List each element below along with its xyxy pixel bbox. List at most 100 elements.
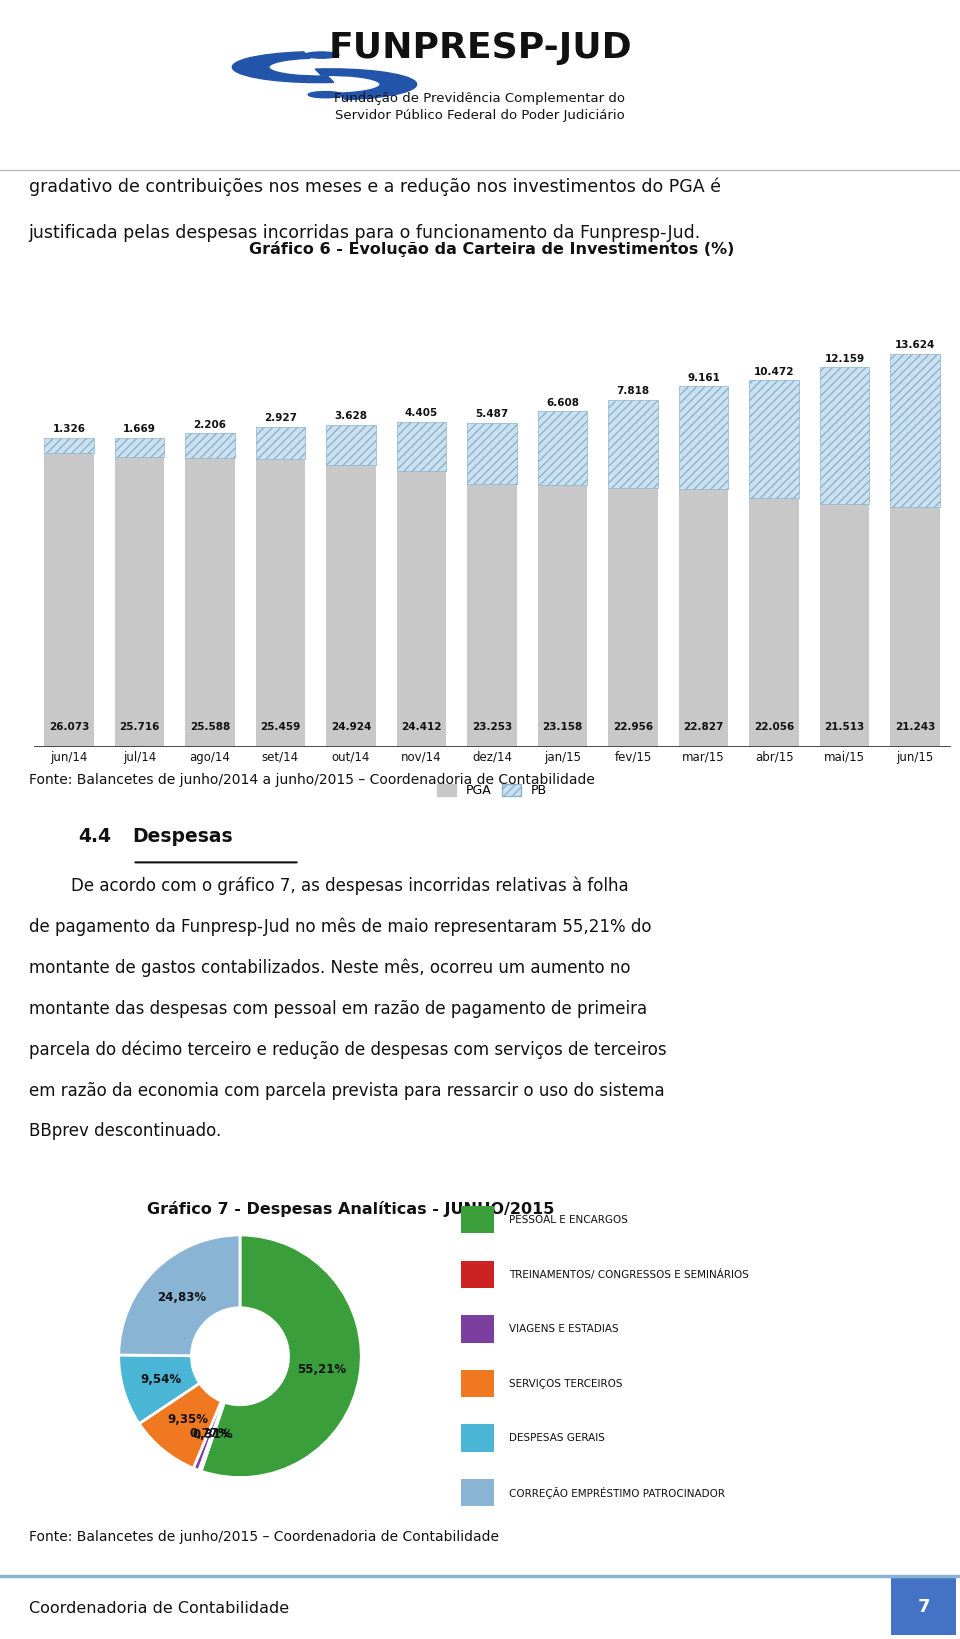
Bar (461, 1370, 494, 1396)
Text: montante das despesas com pessoal em razão de pagamento de primeira: montante das despesas com pessoal em raz… (29, 1000, 647, 1018)
Bar (461, 1424, 494, 1452)
Text: gradativo de contribuições nos meses e a redução nos investimentos do PGA é: gradativo de contribuições nos meses e a… (29, 177, 721, 195)
Circle shape (304, 52, 339, 57)
Bar (461, 1206, 494, 1234)
Text: 21.243: 21.243 (895, 723, 935, 733)
Legend: PGA, PB: PGA, PB (432, 780, 552, 803)
Text: 25.716: 25.716 (119, 723, 159, 733)
Wedge shape (119, 1236, 240, 1355)
Text: parcela do décimo terceiro e redução de despesas com serviços de terceiros: parcela do décimo terceiro e redução de … (29, 1041, 666, 1059)
Text: 22.956: 22.956 (613, 723, 653, 733)
Text: 0,77%: 0,77% (190, 1426, 230, 1439)
Text: 9,54%: 9,54% (140, 1373, 181, 1387)
Text: 25.459: 25.459 (260, 723, 300, 733)
Text: SERVIÇOS TERCEIROS: SERVIÇOS TERCEIROS (509, 1378, 622, 1388)
Bar (609, 488, 658, 746)
Bar (679, 488, 729, 746)
FancyBboxPatch shape (185, 433, 234, 457)
Bar (461, 1260, 494, 1288)
Text: 6.608: 6.608 (546, 398, 579, 408)
FancyBboxPatch shape (679, 387, 729, 488)
Text: 4.405: 4.405 (405, 408, 438, 418)
Text: 3.628: 3.628 (334, 411, 368, 421)
FancyBboxPatch shape (750, 380, 799, 498)
Text: 22.056: 22.056 (754, 723, 794, 733)
Bar (820, 503, 870, 746)
Text: 5.487: 5.487 (475, 410, 509, 420)
Text: justificada pelas despesas incorridas para o funcionamento da Funpresp-Jud.: justificada pelas despesas incorridas pa… (29, 225, 701, 243)
Text: 1.326: 1.326 (53, 425, 85, 434)
Wedge shape (193, 1401, 224, 1470)
Text: TREINAMENTOS/ CONGRESSOS E SEMINÁRIOS: TREINAMENTOS/ CONGRESSOS E SEMINÁRIOS (509, 1269, 749, 1280)
Wedge shape (315, 69, 417, 100)
Text: 26.073: 26.073 (49, 723, 89, 733)
Text: Fonte: Balancetes de junho/2014 a junho/2015 – Coordenadoria de Contabilidade: Fonte: Balancetes de junho/2014 a junho/… (29, 774, 594, 787)
Text: 24.924: 24.924 (331, 723, 372, 733)
FancyBboxPatch shape (114, 438, 164, 457)
FancyBboxPatch shape (396, 421, 446, 472)
Bar (891, 1577, 956, 1636)
Text: 12.159: 12.159 (825, 354, 865, 364)
Text: Coordenadoria de Contabilidade: Coordenadoria de Contabilidade (29, 1601, 289, 1616)
Text: 2.206: 2.206 (193, 420, 227, 429)
FancyBboxPatch shape (609, 400, 658, 488)
Text: 55,21%: 55,21% (297, 1364, 346, 1377)
Wedge shape (232, 52, 334, 82)
Bar (538, 485, 588, 746)
Text: 21.513: 21.513 (825, 723, 865, 733)
Text: VIAGENS E ESTADIAS: VIAGENS E ESTADIAS (509, 1324, 618, 1334)
FancyBboxPatch shape (538, 411, 588, 485)
Text: Fundação de Previdência Complementar do
Servidor Público Federal do Poder Judici: Fundação de Previdência Complementar do … (334, 92, 626, 121)
Bar (185, 457, 234, 746)
Bar (750, 498, 799, 746)
Wedge shape (201, 1236, 361, 1477)
FancyBboxPatch shape (255, 426, 305, 459)
Text: CORREÇÃO EMPRÉSTIMO PATROCINADOR: CORREÇÃO EMPRÉSTIMO PATROCINADOR (509, 1487, 725, 1498)
Text: 23.158: 23.158 (542, 723, 583, 733)
Title: Gráfico 6 - Evolução da Carteira de Investimentos (%): Gráfico 6 - Evolução da Carteira de Inve… (250, 241, 734, 257)
Text: 23.253: 23.253 (472, 723, 512, 733)
Text: 9,35%: 9,35% (167, 1413, 208, 1426)
Text: PESSOAL E ENCARGOS: PESSOAL E ENCARGOS (509, 1214, 628, 1224)
FancyBboxPatch shape (820, 367, 870, 503)
Text: Despesas: Despesas (132, 826, 233, 846)
Text: 9.161: 9.161 (687, 372, 720, 382)
Text: 7.818: 7.818 (616, 387, 650, 397)
FancyBboxPatch shape (44, 438, 93, 452)
Text: DESPESAS GERAIS: DESPESAS GERAIS (509, 1432, 605, 1444)
Bar (255, 459, 305, 746)
Text: 25.588: 25.588 (190, 723, 230, 733)
Text: 10.472: 10.472 (754, 367, 794, 377)
Text: de pagamento da Funpresp-Jud no mês de maio representaram 55,21% do: de pagamento da Funpresp-Jud no mês de m… (29, 918, 651, 936)
Text: BBprev descontinuado.: BBprev descontinuado. (29, 1123, 221, 1141)
Bar (461, 1478, 494, 1506)
Text: De acordo com o gráfico 7, as despesas incorridas relativas à folha: De acordo com o gráfico 7, as despesas i… (29, 877, 629, 895)
FancyBboxPatch shape (891, 354, 940, 506)
Bar (44, 452, 93, 746)
Bar (326, 465, 375, 746)
FancyBboxPatch shape (468, 423, 516, 484)
Bar (461, 1316, 494, 1342)
Bar (114, 457, 164, 746)
Bar (396, 472, 446, 746)
Text: 24.412: 24.412 (401, 723, 442, 733)
Bar (468, 484, 516, 746)
Text: FUNPRESP-JUD: FUNPRESP-JUD (328, 31, 632, 66)
Circle shape (308, 92, 343, 98)
Text: 2.927: 2.927 (264, 413, 297, 423)
Wedge shape (119, 1355, 200, 1424)
Bar (891, 506, 940, 746)
Text: montante de gastos contabilizados. Neste mês, ocorreu um aumento no: montante de gastos contabilizados. Neste… (29, 959, 631, 977)
Text: 22.827: 22.827 (684, 723, 724, 733)
FancyBboxPatch shape (326, 425, 375, 465)
Text: Gráfico 7 - Despesas Analíticas - JUNHO/2015: Gráfico 7 - Despesas Analíticas - JUNHO/… (147, 1201, 554, 1216)
Text: 24,83%: 24,83% (157, 1292, 206, 1305)
Text: 1.669: 1.669 (123, 425, 156, 434)
Text: 13.624: 13.624 (895, 341, 935, 351)
Wedge shape (199, 1401, 225, 1472)
Text: 0,31%: 0,31% (192, 1428, 233, 1441)
Text: 4.4: 4.4 (79, 826, 111, 846)
Wedge shape (139, 1383, 222, 1469)
Text: Fonte: Balancetes de junho/2015 – Coordenadoria de Contabilidade: Fonte: Balancetes de junho/2015 – Coorde… (29, 1531, 499, 1544)
Text: 7: 7 (917, 1598, 930, 1616)
